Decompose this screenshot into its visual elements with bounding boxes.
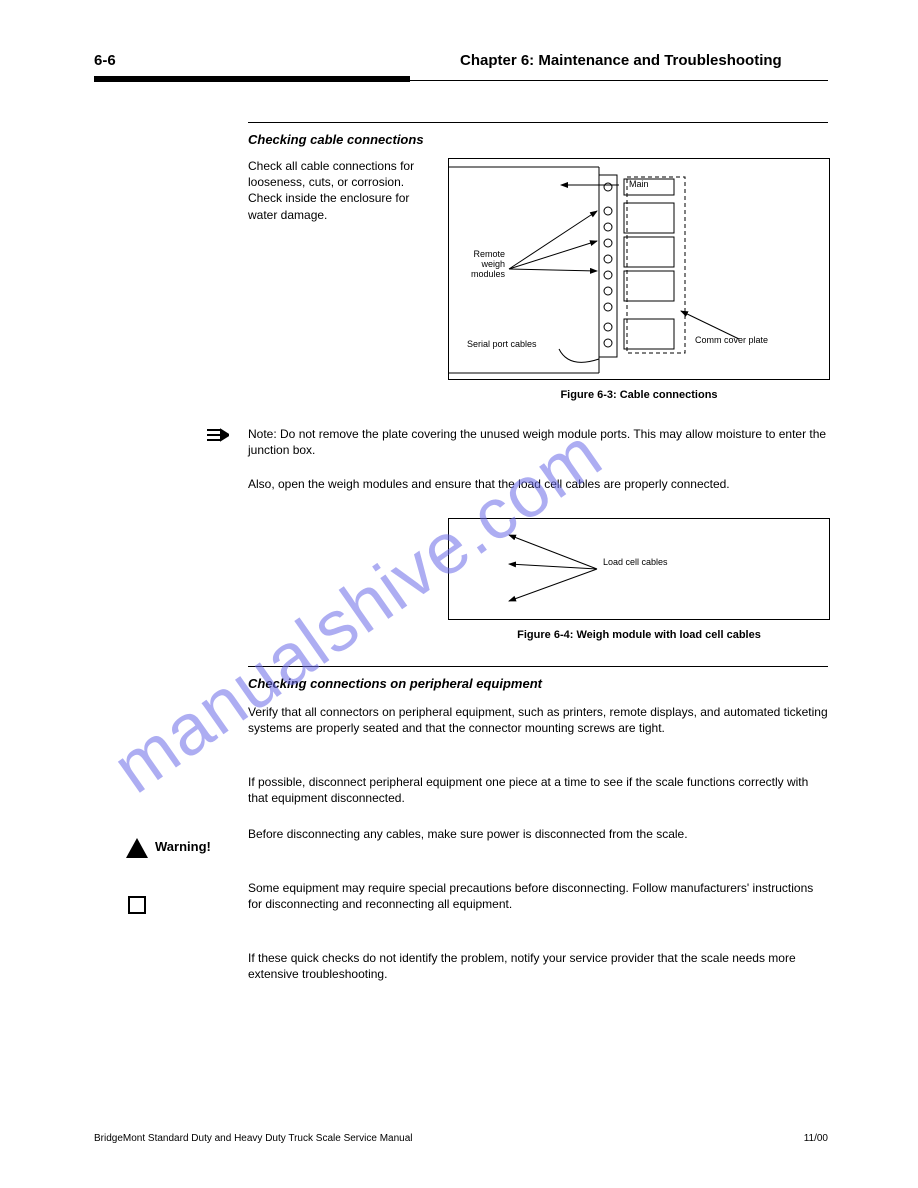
label-cover: Comm cover plate xyxy=(695,335,785,345)
label-loadcell: Load cell cables xyxy=(603,557,723,567)
label-main: Main xyxy=(629,179,649,189)
chapter-title: Chapter 6: Maintenance and Troubleshooti… xyxy=(460,52,782,69)
section-title-cable: Checking cable connections xyxy=(248,132,424,147)
section-rule xyxy=(248,122,828,123)
text-periph-3: Some equipment may require special preca… xyxy=(248,880,828,912)
text-cable-intro: Check all cable connections for loosenes… xyxy=(248,158,428,223)
figcap-64: Figure 6-4: Weigh module with load cell … xyxy=(448,628,830,643)
section-rule-b xyxy=(248,666,828,667)
text-weighmod: Also, open the weigh modules and ensure … xyxy=(248,476,828,492)
figure-box-loadcell: Load cell cables xyxy=(448,518,830,620)
label-remote: Remote weigh modules xyxy=(455,249,505,279)
text-periph-2: If possible, disconnect peripheral equip… xyxy=(248,774,828,806)
header-rule-thick xyxy=(94,76,410,82)
header-rule-thin xyxy=(410,80,828,81)
footer-left: BridgeMont Standard Duty and Heavy Duty … xyxy=(94,1133,413,1144)
text-periph-4: If these quick checks do not identify th… xyxy=(248,950,828,982)
label-serial: Serial port cables xyxy=(467,339,557,349)
text-warn: Before disconnecting any cables, make su… xyxy=(248,826,828,842)
text-note: Note: Do not remove the plate covering t… xyxy=(248,426,828,458)
page-number-top: 6-6 xyxy=(94,52,116,69)
warning-icon xyxy=(126,838,148,858)
note-icon xyxy=(207,428,229,442)
figcap-63: Figure 6-3: Cable connections xyxy=(448,388,830,403)
checkbox-icon xyxy=(128,896,146,914)
text-periph-1: Verify that all connectors on peripheral… xyxy=(248,704,828,736)
warning-label: Warning! xyxy=(155,838,211,856)
footer-right: 11/00 xyxy=(804,1133,828,1144)
section-title-peripheral: Checking connections on peripheral equip… xyxy=(248,676,542,691)
figure-box-connections: Main Remote weigh modules Comm cover pla… xyxy=(448,158,830,380)
footer: BridgeMont Standard Duty and Heavy Duty … xyxy=(94,1133,828,1144)
figure-svg-loadcell xyxy=(449,519,831,621)
